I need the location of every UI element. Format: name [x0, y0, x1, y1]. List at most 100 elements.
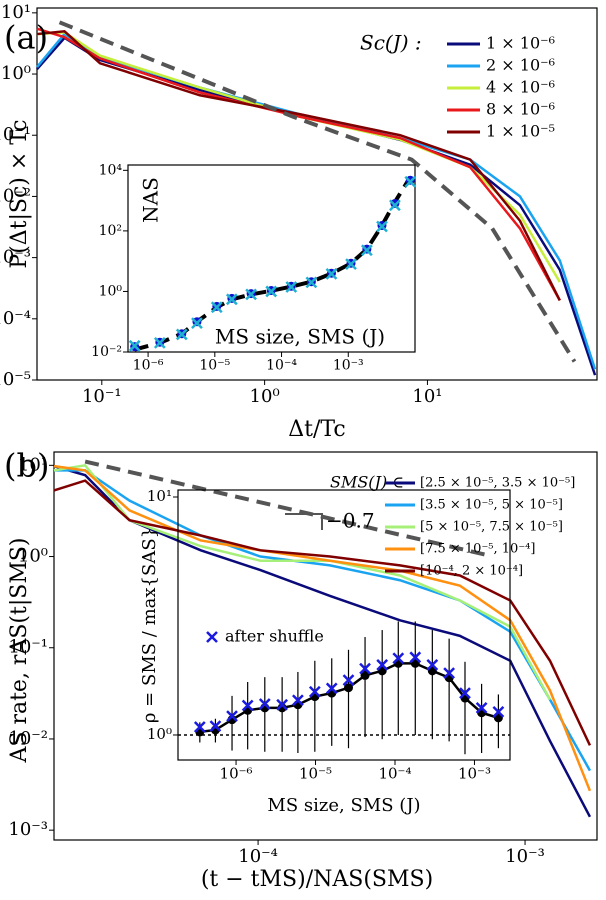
series-line [53, 479, 592, 746]
x-marker [226, 710, 238, 723]
series-line [36, 29, 561, 301]
x-tick-label: 10⁻³ [505, 846, 545, 867]
legend-label: after shuffle [225, 627, 324, 646]
x-marker [153, 337, 166, 349]
plot-frame [36, 7, 598, 381]
x-marker [443, 667, 456, 679]
legend-marker [206, 631, 218, 643]
y-tick-label: 10⁻¹ [0, 124, 31, 145]
legend-label: 4 × 10⁻⁶ [486, 78, 555, 97]
x-tick-label: 10⁻⁶ [133, 357, 164, 373]
x-marker [285, 281, 298, 293]
x-tick-label: 10⁰ [250, 386, 280, 407]
x-marker [404, 175, 417, 188]
series-line [53, 463, 552, 701]
legend-label: 2 × 10⁻⁶ [486, 56, 555, 75]
x-tick-label: 10⁻³ [333, 357, 364, 373]
y-tick-label: 10⁰ [18, 546, 48, 567]
x-marker [426, 659, 439, 671]
x-marker [305, 276, 318, 289]
x-marker [258, 698, 271, 710]
x-marker [128, 339, 141, 352]
legend-title: Sc(J) : [360, 31, 422, 55]
y-axis-label: ρ = SMS / max{SAS} [139, 527, 160, 723]
y-tick-label: 10⁻² [0, 185, 31, 206]
x-marker [376, 220, 388, 233]
y-axis-label: NAS [139, 177, 163, 223]
series-line [58, 20, 577, 363]
y-tick-label: 10⁴ [99, 162, 123, 178]
x-tick-label: 10⁻⁴ [238, 846, 278, 867]
y-axis-label: AS rate, rAS(t|SMS) [7, 538, 32, 764]
plot-frame [127, 164, 416, 353]
y-tick-label: 10² [99, 223, 122, 239]
legend-label: [2.5 × 10⁻⁵, 3.5 × 10⁻⁵] [420, 476, 575, 491]
y-tick-label: 10⁻³ [8, 819, 48, 840]
x-axis-label: MS size, SMS (J) [215, 325, 385, 349]
y-tick-label: 10⁰ [1, 63, 31, 84]
series-line [54, 469, 592, 772]
legend-label: 1 × 10⁻⁶ [486, 34, 555, 53]
x-marker [389, 199, 401, 212]
series-line [36, 27, 561, 301]
legend-label: 8 × 10⁻⁶ [486, 100, 555, 119]
dot-marker [344, 683, 354, 693]
y-tick-label: 10¹ [18, 454, 48, 475]
y-tick-label: 10⁻² [91, 344, 122, 360]
x-marker [342, 674, 355, 687]
x-tick-label: 10¹ [412, 386, 442, 407]
series-line [53, 464, 592, 792]
x-marker [359, 662, 371, 675]
x-axis-label: Δt/Tc [288, 417, 345, 442]
x-marker [475, 701, 488, 714]
x-marker [325, 682, 338, 695]
x-marker [308, 685, 321, 698]
x-marker [276, 698, 289, 711]
legend-label: 1 × 10⁻⁵ [486, 122, 555, 141]
y-tick-label: 10⁻¹ [8, 637, 48, 658]
y-tick-label: 10⁻⁴ [0, 308, 31, 329]
x-tick-label: 10⁻³ [458, 764, 491, 782]
x-marker [360, 244, 373, 257]
y-tick-label: 10⁰ [147, 725, 172, 743]
x-marker [325, 268, 338, 280]
legend-label: [3.5 × 10⁻⁵, 5 × 10⁻⁵] [420, 498, 563, 513]
plot-frame [53, 451, 598, 841]
slope-bracket [285, 513, 323, 530]
plot-frame [177, 489, 511, 761]
x-marker [292, 694, 304, 707]
x-marker [241, 699, 254, 712]
x-marker [409, 651, 422, 664]
x-tick-label: 10⁻⁴ [378, 764, 411, 782]
x-axis-label: MS size, SMS (J) [267, 795, 420, 816]
x-axis-label: (t − tMS)/NAS(SMS) [201, 867, 433, 892]
x-marker [210, 301, 223, 314]
y-tick-label: 10⁻² [8, 728, 48, 749]
x-marker [175, 328, 188, 341]
x-marker [209, 720, 222, 732]
series-line [36, 31, 561, 283]
x-marker [265, 285, 278, 298]
y-axis-label: P(Δt|Sc) × Tc [7, 119, 32, 268]
legend-title: SMS(J) ∈ [330, 473, 404, 492]
x-marker [392, 652, 405, 665]
x-marker [245, 288, 258, 301]
x-marker [459, 687, 471, 699]
legend-label: [7.5 × 10⁻⁵, 10⁻⁴] [420, 542, 535, 557]
x-tick-label: 10⁻⁵ [199, 357, 230, 373]
legend-label: [10⁻⁴, 2 × 10⁻⁴] [420, 564, 523, 579]
dot-marker [360, 670, 370, 680]
y-tick-label: 10⁻³ [0, 247, 31, 268]
x-marker [225, 293, 238, 306]
series-line [84, 459, 491, 558]
series-line [134, 175, 412, 352]
x-tick-label: 10⁻⁴ [266, 357, 297, 373]
x-tick-label: 10⁻⁶ [220, 764, 253, 782]
x-tick-label: 10⁻¹ [82, 386, 122, 407]
x-marker [193, 721, 206, 733]
legend-label: [5 × 10⁻⁵, 7.5 × 10⁻⁵] [420, 520, 563, 535]
panel-label: (b) [4, 447, 49, 485]
x-marker [345, 258, 357, 270]
x-tick-label: 10⁻⁵ [299, 764, 332, 782]
